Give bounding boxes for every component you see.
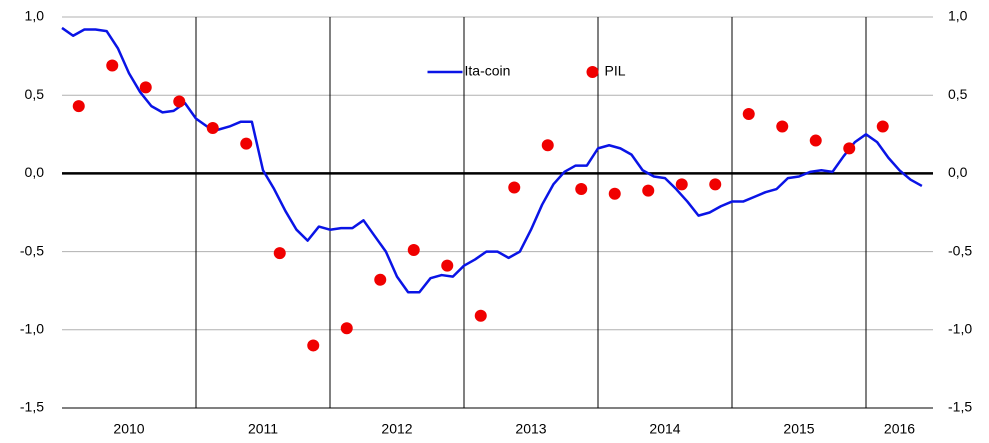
y-tick-label-right: 0,5 — [948, 86, 968, 102]
y-tick-label: -1,0 — [20, 321, 44, 337]
pil-point — [508, 181, 521, 194]
x-tick-label: 2013 — [515, 421, 546, 437]
pil-point — [273, 247, 286, 260]
pil-point — [72, 100, 85, 113]
pil-point — [541, 139, 554, 152]
pil-point — [575, 183, 588, 196]
x-tick-label: 2016 — [884, 421, 915, 437]
pil-point — [876, 120, 889, 133]
x-tick-label: 2015 — [783, 421, 814, 437]
ita-coin-line — [61, 26, 923, 294]
pil-point — [742, 107, 755, 120]
pil-point — [474, 309, 487, 322]
pil-point — [240, 137, 253, 150]
y-tick-label-right: -1,5 — [948, 399, 972, 415]
pil-point — [407, 244, 420, 257]
x-tick-label: 2010 — [113, 421, 144, 437]
pil-point — [675, 178, 688, 191]
legend-label: PIL — [605, 63, 626, 79]
legend-swatch — [586, 66, 599, 78]
pil-point — [139, 81, 152, 94]
x-tick-label: 2011 — [248, 421, 278, 437]
y-tick-label-right: 1,0 — [948, 8, 968, 24]
y-tick-label: 0,0 — [25, 164, 45, 180]
x-tick-label: 2014 — [649, 421, 680, 437]
legend-label: Ita-coin — [465, 63, 511, 79]
pil-point — [340, 322, 353, 335]
pil-point — [809, 134, 822, 147]
pil-point — [374, 273, 387, 286]
y-tick-label: 0,5 — [25, 86, 45, 102]
x-tick-label: 2012 — [381, 421, 412, 437]
pil-point — [106, 59, 119, 72]
pil-point — [608, 187, 621, 200]
pil-point — [843, 142, 856, 155]
y-tick-label: -1,5 — [20, 399, 44, 415]
y-tick-label-right: -0,5 — [948, 242, 972, 258]
pil-point — [776, 120, 789, 133]
pil-point — [206, 122, 219, 135]
pil-point — [642, 184, 655, 197]
y-tick-label-right: -1,0 — [948, 321, 972, 337]
y-tick-label: 1,0 — [25, 8, 45, 24]
pil-point — [307, 339, 320, 352]
y-tick-label-right: 0,0 — [948, 164, 968, 180]
y-tick-label: -0,5 — [20, 242, 44, 258]
pil-point — [709, 178, 722, 191]
pil-point — [441, 259, 454, 272]
pil-point — [173, 95, 186, 108]
